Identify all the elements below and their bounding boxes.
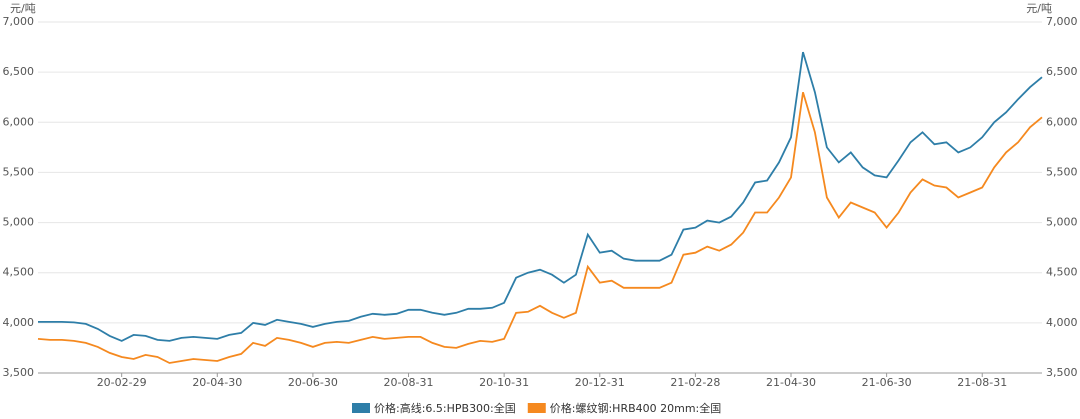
y2-tick-label: 6,000 bbox=[1046, 115, 1078, 128]
y2-tick-label: 5,000 bbox=[1046, 216, 1078, 229]
x-tick-label: 20-06-30 bbox=[288, 376, 338, 389]
y-axis-label: 元/吨 bbox=[10, 2, 36, 15]
legend-label: 价格:螺纹钢:HRB400 20mm:全国 bbox=[550, 401, 722, 415]
y-tick-label: 6,500 bbox=[3, 65, 35, 78]
x-tick-label: 21-08-31 bbox=[957, 376, 1007, 389]
y2-tick-label: 6,500 bbox=[1046, 65, 1078, 78]
x-tick-label: 20-02-29 bbox=[97, 376, 147, 389]
y2-tick-label: 7,000 bbox=[1046, 15, 1078, 28]
legend-swatch bbox=[352, 403, 370, 413]
y-tick-label: 4,000 bbox=[3, 316, 35, 329]
y-tick-label: 6,000 bbox=[3, 115, 35, 128]
x-tick-label: 21-02-28 bbox=[670, 376, 720, 389]
y-tick-label: 5,500 bbox=[3, 165, 35, 178]
x-tick-label: 21-04-30 bbox=[766, 376, 816, 389]
y2-axis-label: 元/吨 bbox=[1026, 2, 1052, 15]
y-tick-label: 3,500 bbox=[3, 366, 35, 379]
x-tick-label: 20-12-31 bbox=[575, 376, 625, 389]
series-line bbox=[38, 51, 1043, 342]
x-tick-label: 20-10-31 bbox=[479, 376, 529, 389]
y2-tick-label: 4,500 bbox=[1046, 266, 1078, 279]
series-line bbox=[37, 91, 1043, 364]
legend-swatch bbox=[527, 403, 546, 413]
y-tick-label: 5,000 bbox=[3, 216, 35, 229]
y2-tick-label: 5,500 bbox=[1046, 165, 1078, 178]
y2-tick-label: 3,500 bbox=[1046, 366, 1078, 379]
x-tick-label: 20-08-31 bbox=[384, 376, 434, 389]
legend-label: 价格:高线:6.5:HPB300:全国 bbox=[374, 401, 516, 415]
x-tick-label: 20-04-30 bbox=[192, 376, 242, 389]
y-tick-label: 7,000 bbox=[3, 15, 35, 28]
x-tick-label: 21-06-30 bbox=[862, 376, 912, 389]
y2-tick-label: 4,000 bbox=[1046, 316, 1078, 329]
y-tick-label: 4,500 bbox=[3, 266, 35, 279]
